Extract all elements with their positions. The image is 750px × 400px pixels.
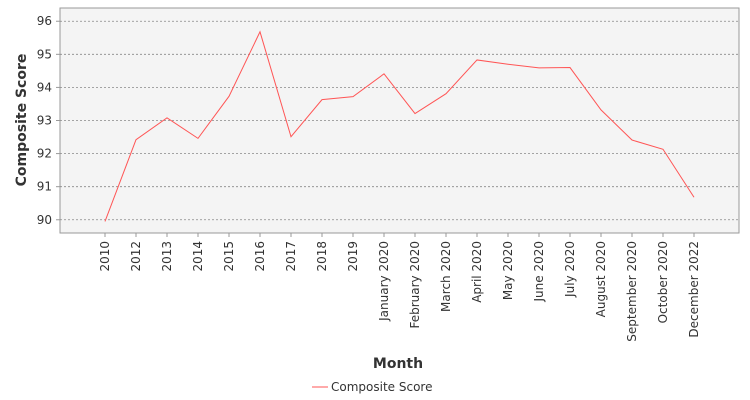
series-group <box>104 30 695 222</box>
x-tick-label: 2013 <box>160 241 174 272</box>
gridlines <box>60 20 739 221</box>
y-tick-label: 91 <box>37 180 52 194</box>
legend: Composite Score <box>312 380 432 394</box>
x-tick-label: October 2020 <box>656 241 670 323</box>
x-tick-label: June 2020 <box>532 241 546 303</box>
y-axis-ticks: 90 91 92 93 94 95 96 <box>37 14 60 227</box>
x-axis-ticks: 2010 2012 2013 2014 2015 2016 2017 2018 2019 Janu… <box>98 233 701 342</box>
x-tick-label: 2015 <box>222 241 236 272</box>
x-tick-label: 2016 <box>253 241 267 272</box>
y-tick-label: 95 <box>37 47 52 61</box>
x-tick-label: 2012 <box>129 241 143 272</box>
x-tick-label: December 2022 <box>687 241 701 338</box>
y-tick-label: 93 <box>37 114 52 128</box>
x-tick-label: April 2020 <box>470 241 484 303</box>
x-axis-title: Month <box>373 356 423 372</box>
x-tick-label: 2014 <box>191 241 205 272</box>
x-tick-label: February 2020 <box>408 241 422 329</box>
legend-label: Composite Score <box>331 380 432 394</box>
y-tick-label: 94 <box>37 80 52 94</box>
x-tick-label: May 2020 <box>501 241 515 300</box>
x-tick-label: 2017 <box>284 241 298 272</box>
x-tick-label: 2018 <box>315 241 329 272</box>
x-tick-label: 2019 <box>346 241 360 272</box>
y-tick-label: 96 <box>37 14 52 28</box>
series-line-0 <box>104 30 695 222</box>
x-tick-label: January 2020 <box>377 241 391 322</box>
x-tick-label: July 2020 <box>563 241 577 298</box>
y-tick-label: 90 <box>37 213 52 227</box>
x-tick-label: 2010 <box>98 241 112 272</box>
y-tick-label: 92 <box>37 147 52 161</box>
y-axis-title: Composite Score <box>14 54 30 187</box>
x-tick-label: September 2020 <box>625 241 639 342</box>
x-tick-label: August 2020 <box>594 241 608 317</box>
x-tick-label: March 2020 <box>439 241 453 312</box>
